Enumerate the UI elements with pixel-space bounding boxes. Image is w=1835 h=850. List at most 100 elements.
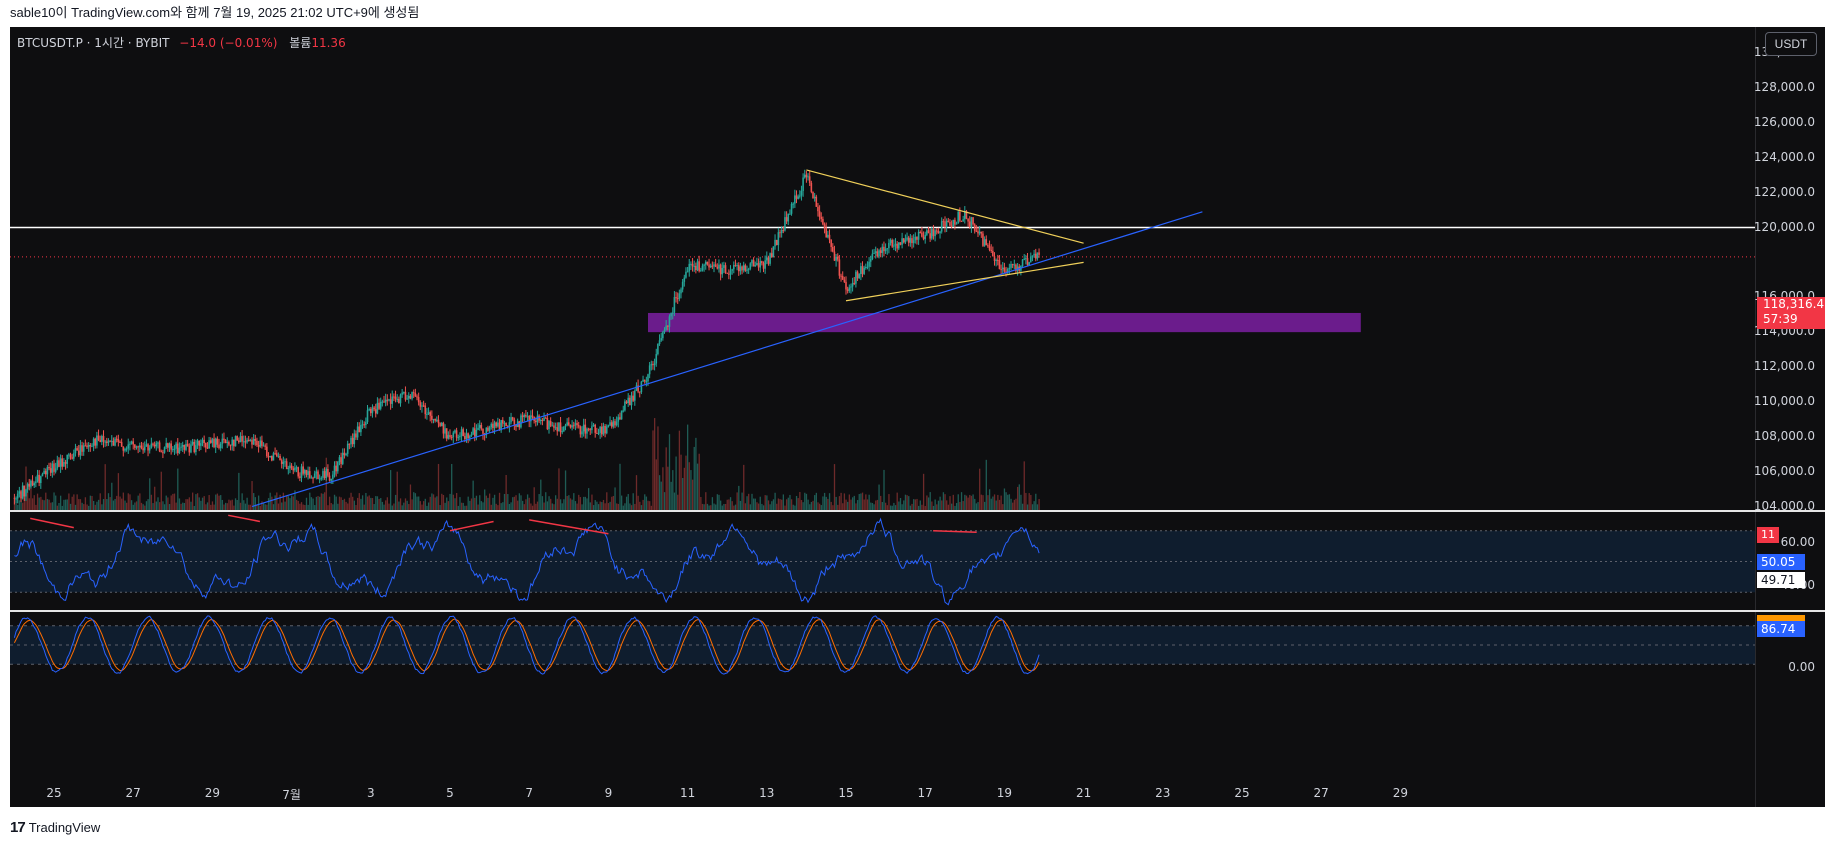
stoch-band-background [10,625,1755,665]
volume-bar [193,505,195,510]
symbol-legend[interactable]: BTCUSDT.P · 1시간 · BYBIT −14.0 (−0.01%) 볼… [17,34,346,51]
volume-bar [573,493,575,510]
candle-body [997,259,999,261]
candle-body [700,270,702,272]
volume-bar [289,498,291,510]
volume-bar [284,501,286,510]
candle-body [317,471,319,479]
chart-area[interactable]: BTCUSDT.P · 1시간 · BYBIT −14.0 (−0.01%) 볼… [10,27,1825,807]
symbol-title[interactable]: BTCUSDT.P · 1시간 · BYBIT [17,36,170,50]
candle-body [254,438,257,441]
volume-bar [762,505,765,510]
candle-body [64,462,67,464]
volume-bar [36,493,39,510]
volume-bar [555,495,557,510]
candle-body [911,238,913,244]
candle-body [74,448,77,454]
candle-body [556,427,559,432]
candle-body [586,428,588,434]
volume-bar [543,502,545,510]
volume-bar [861,492,864,510]
candle-body [147,444,149,451]
volume-bar [663,492,666,510]
candle-body [579,426,582,435]
volume-bar [25,466,27,510]
volume-bar [238,472,240,510]
price-axis[interactable]: 130,000.0128,000.0126,000.0124,000.0122,… [1754,27,1825,807]
candle-body [934,230,936,237]
candle-body [35,481,37,484]
volume-bar [868,494,870,510]
volume-bar [751,493,753,510]
volume-bar [152,503,154,510]
volume-bar [1018,484,1020,510]
currency-button[interactable]: USDT [1765,32,1817,56]
candle-body [449,435,451,438]
volume-bar [688,462,690,510]
volume-bar [772,499,775,510]
volume-bar [729,497,732,510]
time-axis[interactable]: 25 27 29 7월 3 5 7 9 11 13 15 17 19 21 23 25 27 29 [10,780,1755,807]
volume-bar [675,456,677,510]
volume-bar [916,498,918,510]
volume-bar [106,499,108,510]
volume-bar [660,481,662,510]
candle-body [1021,259,1024,266]
candle-body [812,191,814,199]
candle-body [432,419,435,421]
candle-body [1023,258,1025,260]
volume-bar [589,502,591,510]
volume-bar [970,495,973,510]
volume-bar [809,504,811,510]
candle-body [436,419,438,421]
candle-body [238,440,240,443]
pane-separator-rsi[interactable] [10,510,1825,512]
volume-bar [446,497,448,510]
volume-bar [454,498,456,510]
volume-bar [800,500,803,510]
volume-bar [220,495,222,510]
candle-body [888,242,890,249]
volume-bar [911,503,913,510]
volume-bar [291,495,293,510]
candle-body [678,293,681,299]
candle-body [208,440,210,449]
candle-body [874,251,877,253]
volume-bar [556,498,558,510]
pane-separator-stoch[interactable] [10,610,1825,612]
volume-bar [134,502,136,510]
candle-body [500,420,502,431]
candle-body [130,441,133,444]
candle-body [487,427,489,431]
candle-body [244,441,247,443]
candle-body [388,399,390,401]
candle-body [754,265,757,267]
chart-canvas[interactable] [10,27,1755,807]
candle-body [226,442,229,444]
volume-bar [64,499,67,510]
candle-body [368,408,370,411]
time-axis-label: 5 [446,786,454,800]
volume-bar [566,495,568,510]
volume-bar [13,499,16,510]
candle-body [531,415,534,417]
candle-body [450,437,453,439]
candle-body [249,439,252,441]
current-price-value: 118,316.4 [1763,297,1825,311]
candle-body [312,477,314,479]
volume-bar [234,498,237,510]
volume-bar [804,492,806,510]
candle-body [968,221,971,227]
candle-body [145,444,148,447]
volume-bar [947,504,949,510]
candle-body [675,297,677,299]
volume-bar [1002,504,1004,510]
candle-body [856,271,859,279]
candle-body [16,493,19,499]
candle-body [949,221,951,226]
volume-bar [211,501,214,510]
candle-body [723,265,725,268]
volume-bar [505,474,507,510]
volume-bar [35,504,37,510]
volume-bar [726,499,728,510]
